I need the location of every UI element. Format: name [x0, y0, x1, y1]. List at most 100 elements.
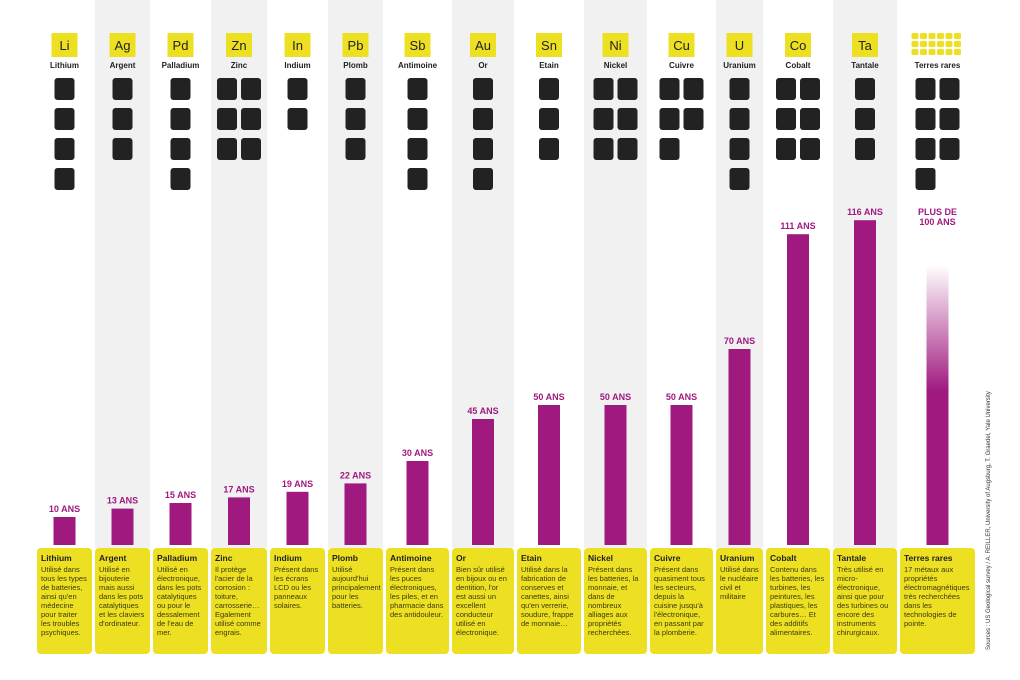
- rare-earth-icon: [954, 41, 961, 47]
- description-title: Argent: [99, 553, 127, 563]
- usage-icon: [112, 78, 133, 100]
- usage-icon: [939, 138, 960, 160]
- symbol-box: [284, 33, 311, 57]
- usage-icon: [345, 108, 366, 130]
- description-title: Uranium: [720, 553, 755, 563]
- element-name: Nickel: [604, 61, 628, 70]
- usage-icon: [345, 138, 366, 160]
- rare-earth-icon: [937, 33, 944, 39]
- description-text: Utilisé en électronique, dans les pots c…: [157, 565, 202, 637]
- element-name: Cobalt: [786, 61, 811, 70]
- usage-icon: [112, 108, 133, 130]
- usage-icon: [54, 108, 75, 130]
- usage-icon: [287, 108, 308, 130]
- value-label: 45 ANS: [467, 406, 498, 416]
- description: Cuivre Présent dans quasiment tous les se…: [650, 548, 713, 638]
- usage-icon: [112, 138, 133, 160]
- description-text: Bien sûr utilisé en bijoux ou en dentiti…: [456, 565, 507, 637]
- description: Plomb Utilisé aujourd'hui principalement …: [328, 548, 383, 611]
- usage-icon: [915, 108, 936, 130]
- symbol-box: [342, 33, 369, 57]
- usage-icon: [776, 138, 796, 160]
- value-label: 50 ANS: [666, 392, 697, 402]
- value-label: 10 ANS: [49, 504, 80, 514]
- description-title: Etain: [521, 553, 542, 563]
- symbol-box: [470, 33, 496, 57]
- element-name: Antimoine: [398, 61, 438, 70]
- element-name: Cuivre: [669, 61, 694, 70]
- element-symbol: U: [735, 38, 744, 53]
- rare-earth-icon: [937, 41, 944, 47]
- element-name: Lithium: [50, 61, 79, 70]
- usage-icon: [915, 138, 936, 160]
- bar: [538, 405, 560, 545]
- description-text: Utilisé dans la fabrication de conserves…: [521, 565, 574, 628]
- description-box: [716, 548, 763, 654]
- description-title: Plomb: [332, 553, 358, 563]
- value-label: 17 ANS: [223, 484, 254, 494]
- usage-icon: [407, 168, 428, 190]
- usage-icon: [217, 138, 237, 160]
- usage-icon: [345, 78, 366, 100]
- description-title: Tantale: [837, 553, 867, 563]
- bar: [228, 497, 250, 545]
- value-label: 13 ANS: [107, 496, 138, 506]
- rare-earth-icon: [937, 49, 944, 55]
- rare-earth-icon: [945, 41, 953, 47]
- symbol-box: [109, 33, 136, 57]
- usage-icon: [855, 108, 875, 130]
- usage-icon: [170, 138, 191, 160]
- value-label: 111 ANS: [780, 221, 815, 231]
- description: Antimoine Présent dans les puces électron…: [386, 548, 449, 620]
- value-label: 19 ANS: [282, 479, 313, 489]
- rare-earth-icon: [911, 33, 919, 39]
- usage-icon: [617, 138, 638, 160]
- usage-icon: [855, 138, 875, 160]
- usage-icon: [407, 108, 428, 130]
- element-name: Plomb: [343, 61, 368, 70]
- usage-icon: [241, 108, 261, 130]
- usage-icon: [593, 78, 614, 100]
- usage-icon: [217, 78, 237, 100]
- usage-icon: [407, 78, 428, 100]
- description: Argent Utilisé en bijouterie mais aussi d…: [95, 548, 150, 629]
- usage-icon: [287, 78, 308, 100]
- description-box: [584, 548, 647, 654]
- bar: [169, 503, 192, 545]
- usage-icon: [539, 108, 559, 130]
- element-symbol: Li: [59, 38, 69, 53]
- symbol-box: [852, 33, 878, 57]
- rare-earth-icon: [945, 49, 953, 55]
- rare-earth-icon: [928, 33, 936, 39]
- description-title: Cuivre: [654, 553, 681, 563]
- usage-icon: [241, 138, 261, 160]
- description-text: Utilisé dans le nucléaire civil et milit…: [720, 565, 759, 601]
- description-box: [386, 548, 449, 654]
- element-name: Indium: [284, 61, 310, 70]
- usage-icon: [939, 108, 960, 130]
- element-symbol: Sb: [410, 38, 426, 53]
- element-symbol: Au: [475, 38, 491, 53]
- description-box: [650, 548, 713, 654]
- description-text: Présent dans quasiment tous les secteurs…: [654, 565, 705, 637]
- description-box: [211, 548, 267, 654]
- usage-icon: [593, 138, 614, 160]
- value-label: PLUS DE 100 ANS: [918, 207, 957, 227]
- usage-icon: [617, 108, 638, 130]
- description-box: [833, 548, 897, 654]
- element-name: Or: [478, 61, 487, 70]
- value-label-line: 100 ANS: [919, 217, 955, 227]
- usage-icon: [729, 138, 750, 160]
- description: Etain Utilisé dans la fabrication de cons…: [517, 548, 581, 629]
- bar: [472, 419, 494, 545]
- description-title: Cobalt: [770, 553, 797, 563]
- symbol-box: [668, 33, 695, 57]
- description-box: [328, 548, 383, 654]
- element-symbol: Cu: [673, 38, 690, 53]
- usage-icon: [915, 78, 936, 100]
- usage-icon: [729, 168, 750, 190]
- element-name: Argent: [110, 61, 136, 70]
- usage-icon: [659, 78, 680, 100]
- usage-icon: [473, 78, 493, 100]
